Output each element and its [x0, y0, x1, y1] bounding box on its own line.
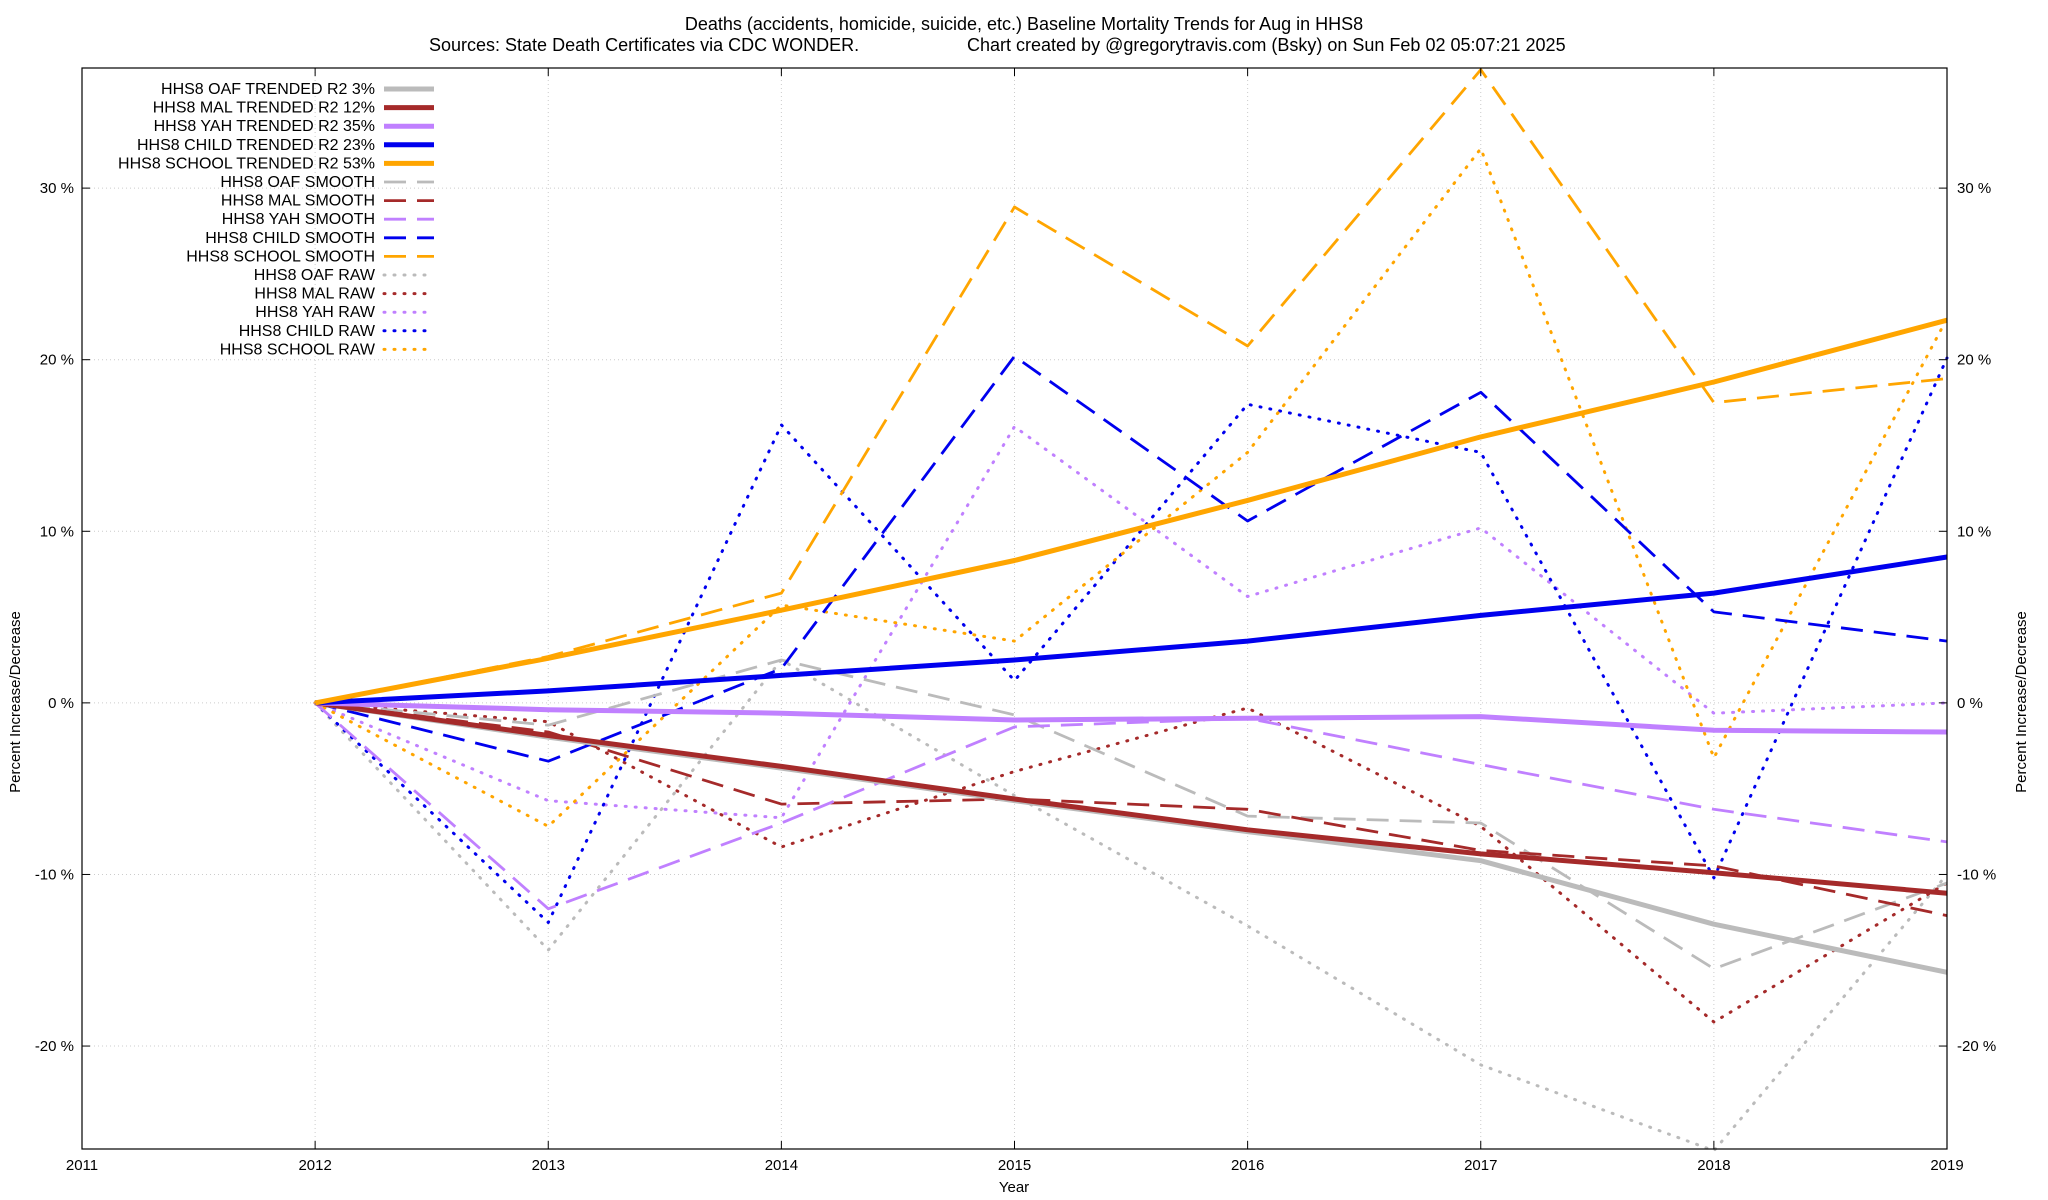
series-line-hhs8-mal-trended	[314, 700, 1948, 896]
legend-entry-label: HHS8 OAF SMOOTH	[220, 174, 375, 191]
x-tick-label: 2016	[1231, 1157, 1264, 1174]
axis-ticks: 2011 2012 2013 2014 2015 2016 2017 2018 2019 30 %…	[35, 68, 1996, 1174]
x-tick-label: 2011	[66, 1157, 98, 1174]
grid-lines	[82, 68, 1947, 1149]
y2-axis-label: Percent Increase/Decrease	[2013, 611, 2030, 793]
legend-entry-label: HHS8 CHILD TRENDED R2 23%	[137, 137, 375, 154]
chart-subtitle-credit: Chart created by @gregorytravis.com (Bsk…	[967, 35, 1566, 55]
series-line-hhs8-yah-raw	[313, 425, 1949, 820]
series-line-hhs8-yah-trended	[315, 700, 1948, 735]
series-line-hhs8-oaf-trended	[314, 700, 1948, 975]
legend-entry-label: HHS8 YAH SMOOTH	[222, 211, 375, 228]
legend-entry-label: HHS8 YAH TRENDED R2 35%	[154, 118, 375, 135]
legend-entry-label: HHS8 OAF RAW	[254, 267, 376, 284]
legend-entry-label: HHS8 MAL RAW	[254, 286, 376, 303]
series-line-hhs8-child-raw	[313, 356, 1949, 924]
x-tick-label: 2017	[1464, 1157, 1497, 1174]
legend-entry-label: HHS8 SCHOOL TRENDED R2 53%	[118, 155, 375, 172]
y2-tick-label: -10 %	[1957, 866, 1996, 883]
legend-entry-label: HHS8 SCHOOL RAW	[220, 341, 376, 358]
y-tick-label: 30 %	[40, 180, 74, 197]
series-line-hhs8-school-raw	[313, 147, 1949, 828]
series-line-hhs8-school-smooth	[314, 68, 1948, 705]
series-line-hhs8-oaf-smooth	[314, 658, 1948, 971]
y2-tick-label: 0 %	[1957, 695, 1983, 712]
series-line-hhs8-mal-raw	[313, 701, 1949, 1024]
y-tick-label: -20 %	[35, 1038, 74, 1055]
y2-tick-label: -20 %	[1957, 1038, 1996, 1055]
series-line-hhs8-child-trended	[314, 554, 1948, 706]
legend: HHS8 OAF TRENDED R2 3% HHS8 MAL TRENDED R…	[118, 81, 436, 358]
x-axis-label: Year	[999, 1179, 1029, 1196]
chart-subtitle-source: Sources: State Death Certificates via CD…	[429, 35, 859, 55]
x-tick-label: 2013	[532, 1157, 565, 1174]
legend-entry-label: HHS8 OAF TRENDED R2 3%	[161, 81, 375, 98]
y-tick-label: 0 %	[48, 695, 74, 712]
y-tick-label: 10 %	[40, 523, 74, 540]
y2-tick-label: 20 %	[1957, 352, 1991, 369]
x-tick-label: 2014	[765, 1157, 798, 1174]
series-line-hhs8-child-smooth	[314, 354, 1948, 763]
legend-entry-label: HHS8 CHILD SMOOTH	[205, 230, 375, 247]
chart-title: Deaths (accidents, homicide, suicide, et…	[685, 14, 1363, 34]
legend-entry-label: HHS8 MAL SMOOTH	[221, 193, 375, 210]
series-lines	[313, 68, 1949, 1153]
legend-entry-label: HHS8 YAH RAW	[255, 304, 376, 321]
legend-entry-label: HHS8 SCHOOL SMOOTH	[186, 248, 375, 265]
x-tick-label: 2012	[298, 1157, 331, 1174]
y-axis-label: Percent Increase/Decrease	[7, 611, 24, 793]
y-tick-label: 20 %	[40, 352, 74, 369]
y-tick-label: -10 %	[35, 866, 74, 883]
x-tick-label: 2019	[1930, 1157, 1963, 1174]
y2-tick-label: 10 %	[1957, 523, 1991, 540]
y2-tick-label: 30 %	[1957, 180, 1991, 197]
series-line-hhs8-yah-smooth	[314, 701, 1948, 911]
x-tick-label: 2015	[998, 1157, 1031, 1174]
legend-entry-label: HHS8 MAL TRENDED R2 12%	[153, 100, 375, 117]
series-line-hhs8-oaf-raw	[313, 658, 1949, 1153]
legend-entry-label: HHS8 CHILD RAW	[239, 323, 376, 340]
x-tick-label: 2018	[1697, 1157, 1730, 1174]
series-line-hhs8-school-trended	[314, 317, 1948, 706]
